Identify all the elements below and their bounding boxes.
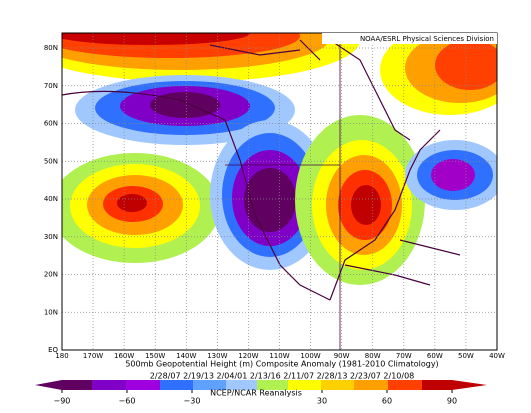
lon-label: 170W [83,352,103,360]
caption-source: NCEP/NCAR Reanalysis [210,389,302,398]
credit: NOAA/ESRL Physical Sciences Division [360,35,494,43]
lon-label: 90W [334,352,350,360]
lon-label: 60W [427,352,443,360]
colorbar-tick-label: 90 [447,397,457,406]
lon-label: 120W [238,352,258,360]
caption-title: 500mb Geopotential Height (m) Composite … [125,360,438,369]
lat-label: 20N [44,271,58,279]
lon-label: 160W [114,352,134,360]
lon-label: 130W [207,352,227,360]
anomaly-field [62,33,497,350]
lat-label: 50N [44,157,58,165]
colorbar-tick-label: 60 [382,397,392,406]
caption-dates: 2/28/07 2/19/13 2/04/01 2/13/16 2/11/07 … [150,372,415,381]
lon-label: 50W [458,352,474,360]
lon-label: 180 [55,352,68,360]
credit-box [322,33,497,44]
lon-label: 70W [396,352,412,360]
lat-label: 10N [44,308,58,316]
lon-label: 140W [176,352,196,360]
lat-label: 60N [44,120,58,128]
lon-label: 100W [300,352,320,360]
colorbar-tick-label: −60 [119,397,136,406]
lat-label: EQ [48,346,58,354]
lon-label: 80W [365,352,381,360]
lon-label: 40W [489,352,505,360]
colorbar [35,380,487,390]
map-frame [61,32,498,351]
lat-label: 30N [44,233,58,241]
lat-label: 80N [44,44,58,52]
lat-label: 40N [44,195,58,203]
colorbar-tick-label: −30 [184,397,201,406]
lon-label: 110W [269,352,289,360]
lat-label: 70N [44,82,58,90]
lon-label: 150W [145,352,165,360]
colorbar-tick-label: −90 [54,397,71,406]
colorbar-tick-label: 30 [317,397,327,406]
